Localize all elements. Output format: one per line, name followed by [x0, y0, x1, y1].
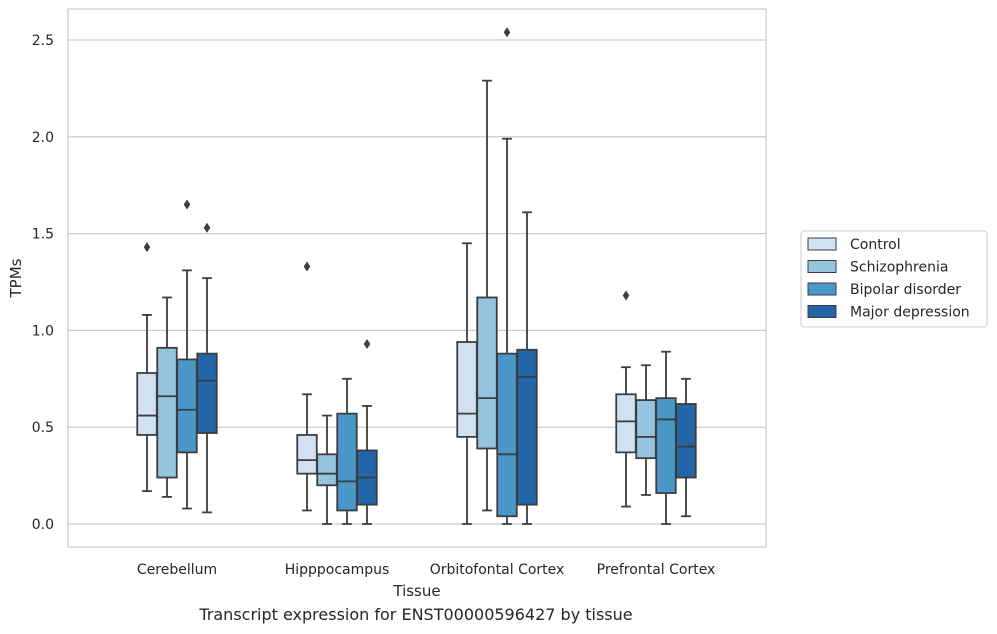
box-major-depression	[196, 222, 218, 514]
plot-frame	[67, 8, 767, 548]
y-tick-label: 2.5	[32, 33, 54, 49]
box-control	[296, 261, 318, 512]
box-schizophrenia	[316, 414, 338, 525]
y-tick-label: 0.0	[32, 517, 54, 533]
box-iqr	[476, 296, 498, 450]
box-iqr	[615, 393, 637, 454]
box-iqr	[136, 372, 158, 436]
x-tick-labels: Cerebellum Hipppocampus Orbitofontal Corte…	[137, 562, 715, 578]
boxes	[136, 27, 697, 525]
outlier-point	[303, 261, 311, 272]
box-control	[136, 242, 158, 492]
chart-caption: Transcript expression for ENST0000059642…	[199, 605, 633, 624]
box-bipolar-disorder	[336, 377, 358, 525]
outlier-point	[622, 290, 630, 301]
y-axis-label: TPMs	[7, 258, 25, 298]
box-iqr	[176, 358, 198, 454]
box-iqr	[675, 403, 697, 479]
box-iqr	[516, 348, 538, 506]
box-iqr	[156, 346, 178, 479]
outlier-point	[363, 338, 371, 349]
legend-frame	[800, 230, 988, 328]
y-tick-label: 1.0	[32, 323, 54, 339]
legend-swatch	[807, 305, 837, 318]
legend-swatch	[807, 237, 837, 251]
outlier-point	[203, 222, 211, 233]
y-tick-labels: 0.0 0.5 1.0 1.5 2.0 2.5	[32, 33, 54, 533]
outlier-point	[503, 27, 511, 38]
box-major-depression	[356, 338, 378, 525]
box-iqr	[296, 434, 318, 475]
legend: Control Schizophrenia Bipolar disorder Majo…	[800, 230, 988, 328]
box-bipolar-disorder	[176, 199, 198, 510]
x-axis-label: Tissue	[392, 582, 440, 600]
box-major-depression	[516, 211, 538, 525]
x-tick-label: Hipppocampus	[285, 562, 390, 578]
y-tick-label: 2.0	[32, 130, 54, 146]
box-iqr	[456, 341, 478, 438]
legend-swatch	[807, 282, 837, 296]
box-control	[456, 242, 478, 525]
outlier-point	[183, 199, 191, 210]
box-bipolar-disorder	[655, 350, 677, 525]
x-tick-label: Prefrontal Cortex	[597, 562, 716, 578]
box-bipolar-disorder	[496, 27, 518, 525]
box-iqr	[635, 399, 657, 460]
legend-label: Control	[850, 237, 901, 253]
box-iqr	[496, 352, 518, 518]
box-iqr	[655, 397, 677, 494]
x-tick-label: Orbitofontal Cortex	[430, 562, 565, 578]
y-tick-label: 1.5	[32, 227, 54, 243]
x-tick-label: Cerebellum	[137, 562, 217, 578]
y-tick-label: 0.5	[32, 420, 54, 436]
outlier-point	[143, 242, 151, 253]
box-iqr	[316, 453, 338, 487]
box-control	[615, 290, 637, 508]
legend-label: Major depression	[850, 305, 970, 321]
box-iqr	[336, 412, 358, 512]
box-schizophrenia	[476, 79, 498, 512]
box-schizophrenia	[635, 364, 657, 496]
legend-label: Bipolar disorder	[850, 282, 961, 298]
legend-label: Schizophrenia	[850, 260, 948, 276]
box-major-depression	[675, 377, 697, 518]
box-schizophrenia	[156, 296, 178, 498]
legend-swatch	[807, 260, 837, 273]
box-iqr	[196, 352, 218, 434]
